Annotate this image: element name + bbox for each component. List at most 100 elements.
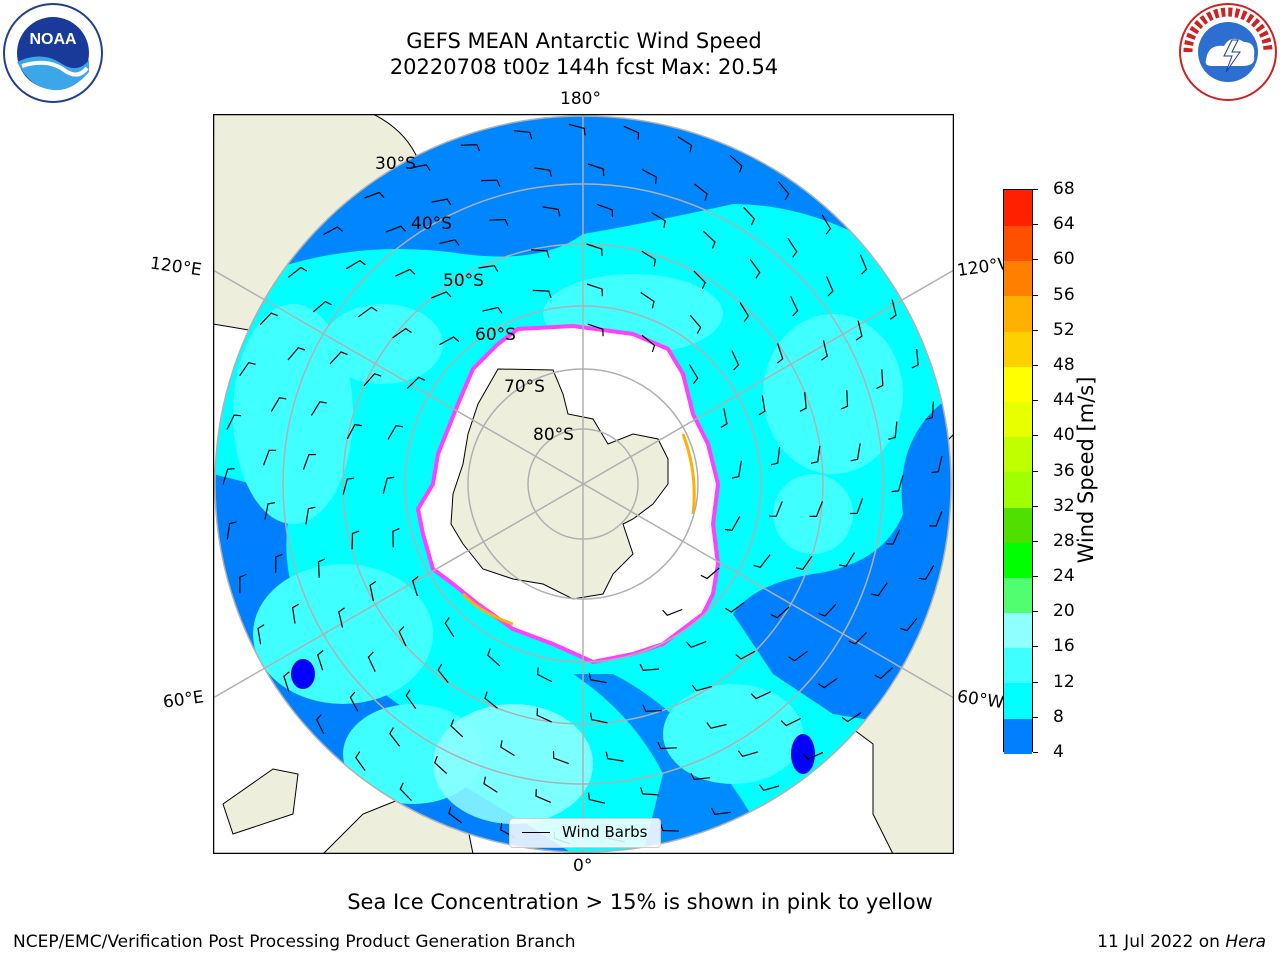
colorbar-tick-label: 4	[1053, 742, 1064, 762]
wind-barb	[536, 708, 552, 723]
colorbar-tick-label: 12	[1053, 671, 1075, 692]
wind-barb	[700, 567, 720, 580]
map-legend: Wind Barbs	[509, 818, 661, 848]
wind-barb	[776, 343, 784, 364]
colorbar-tick-label: 28	[1053, 530, 1075, 551]
wind-barb	[399, 782, 412, 801]
wind-barb	[239, 573, 247, 594]
colorbar-segment	[1004, 682, 1032, 719]
footer-credit: NCEP/EMC/Verification Post Processing Pr…	[13, 932, 576, 952]
wind-barb	[535, 789, 552, 803]
wind-barb	[859, 254, 868, 275]
colorbar-tick	[1033, 646, 1038, 648]
wind-barb	[275, 553, 283, 573]
wind-barb	[737, 750, 759, 757]
wind-barb	[317, 650, 324, 671]
wind-barb	[641, 250, 657, 267]
wind-barb	[385, 225, 407, 233]
colorbar-tick	[1033, 505, 1038, 507]
wind-barb	[310, 401, 327, 416]
wind-barb	[226, 414, 242, 430]
wind-barb	[876, 369, 884, 389]
wind-barb	[818, 603, 837, 617]
wind-barb	[659, 823, 679, 832]
wind-barb	[315, 714, 325, 735]
wind-barb	[848, 632, 867, 645]
lat-label-50s: 50°S	[443, 271, 484, 291]
wind-barb	[283, 671, 290, 692]
colorbar-segment	[1004, 577, 1032, 614]
wind-barb	[753, 554, 771, 568]
wind-barb	[259, 312, 278, 326]
wind-barb	[597, 203, 614, 217]
wind-barb	[688, 364, 699, 385]
lon-label-0: 0°	[573, 856, 593, 876]
wind-barb	[689, 314, 702, 334]
wind-barb	[406, 376, 426, 390]
antarctica-land	[450, 368, 669, 600]
wind-barb	[323, 226, 344, 236]
wind-barb	[686, 641, 707, 649]
wind-barb	[642, 704, 662, 712]
wind-barb	[702, 230, 716, 249]
colorbar-tick-label: 24	[1053, 566, 1075, 587]
wind-barb	[305, 506, 316, 525]
wind-barb	[790, 296, 799, 317]
wind-barb	[531, 249, 550, 258]
wind-barb	[364, 191, 385, 199]
wind-barb	[925, 401, 934, 421]
colorbar-tick	[1033, 329, 1038, 331]
wind-barb	[431, 291, 452, 299]
wind-barb	[222, 468, 235, 485]
wind-barb	[542, 206, 561, 217]
wind-barb	[532, 289, 552, 298]
wind-barb	[351, 530, 360, 550]
wind-barb	[871, 582, 888, 597]
wind-barb	[694, 183, 708, 201]
wind-barb	[358, 306, 378, 318]
colorbar-tick-label: 64	[1053, 214, 1075, 235]
wind-barb	[769, 501, 783, 517]
wind-barb	[735, 650, 756, 660]
noaa-logo: NOAA	[3, 3, 103, 103]
wind-barb	[483, 776, 498, 793]
wind-barb	[795, 555, 813, 571]
wind-barb	[693, 270, 706, 290]
wind-barb	[482, 306, 503, 314]
wind-barb	[444, 617, 455, 638]
lon-label-60w: 60°W	[955, 686, 1006, 714]
wind-barb	[885, 529, 901, 545]
colorbar-tick-label: 44	[1053, 390, 1075, 411]
colorbar-tick	[1033, 259, 1038, 261]
wind-barb	[367, 651, 376, 672]
colorbar-tick	[1033, 540, 1038, 542]
wind-barb	[874, 667, 894, 680]
colorbar-tick	[1033, 576, 1038, 578]
colorbar-tick	[1033, 400, 1038, 402]
wind-barb	[641, 168, 657, 184]
wind-barb	[770, 606, 790, 619]
wind-barb	[587, 323, 604, 337]
wind-speed-colorbar	[1003, 189, 1033, 754]
madagascar-land	[222, 768, 299, 835]
wind-barb	[513, 130, 533, 140]
wind-barb	[931, 455, 943, 474]
wind-barb	[639, 663, 660, 672]
colorbar-segment	[1004, 541, 1032, 578]
wind-barb	[349, 691, 359, 712]
wind-barb	[392, 327, 412, 339]
wind-barb	[821, 340, 828, 361]
colorbar-tick	[1033, 752, 1038, 753]
wind-barb	[850, 498, 864, 515]
lat-label-80s: 80°S	[533, 425, 574, 445]
lon-label-180: 180°	[560, 89, 601, 109]
wind-barb	[387, 425, 403, 440]
wind-barb	[758, 395, 766, 416]
colorbar-tick-label: 20	[1053, 601, 1075, 622]
wind-barb	[777, 181, 790, 201]
wind-barb	[657, 741, 677, 750]
wind-barb	[270, 397, 287, 412]
wind-barb	[724, 516, 741, 532]
wind-barb	[817, 677, 838, 689]
colorbar-tick-label: 52	[1053, 319, 1075, 340]
